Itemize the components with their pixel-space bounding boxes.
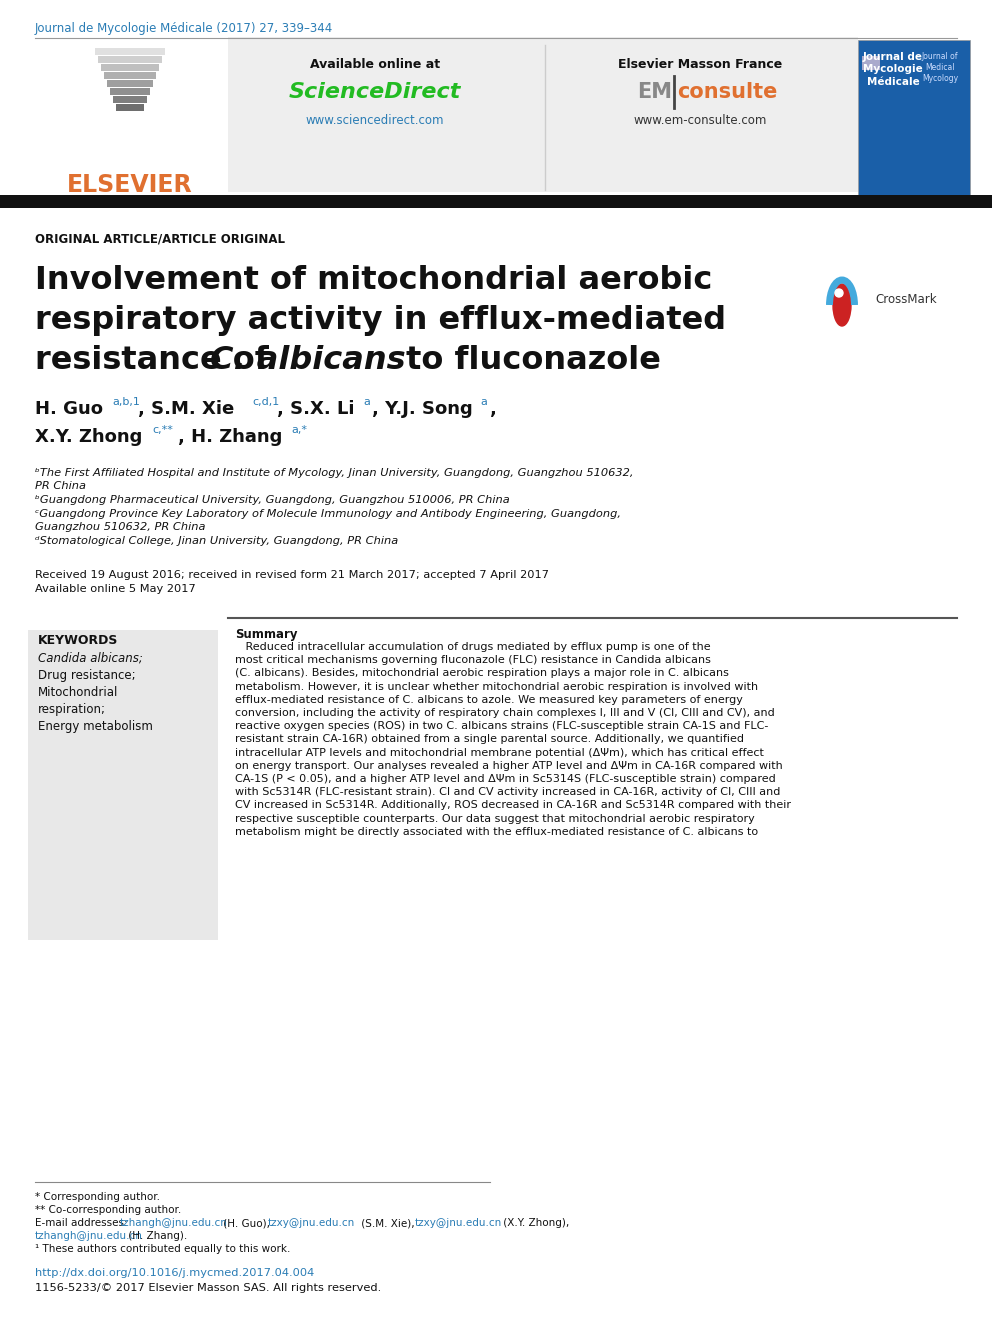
Text: 1156-5233/© 2017 Elsevier Masson SAS. All rights reserved.: 1156-5233/© 2017 Elsevier Masson SAS. Al… <box>35 1283 381 1293</box>
Text: ᵇGuangdong Pharmaceutical University, Guangdong, Guangzhou 510006, PR China: ᵇGuangdong Pharmaceutical University, Gu… <box>35 495 510 505</box>
Text: Energy metabolism: Energy metabolism <box>38 720 153 733</box>
Bar <box>28 630 218 941</box>
Text: respiratory activity in efflux-mediated: respiratory activity in efflux-mediated <box>35 306 726 336</box>
Text: * Corresponding author.: * Corresponding author. <box>35 1192 160 1203</box>
Text: Available online 5 May 2017: Available online 5 May 2017 <box>35 583 195 594</box>
Text: (S.M. Xie),: (S.M. Xie), <box>358 1218 418 1228</box>
Text: c,**: c,** <box>152 425 173 435</box>
Bar <box>95 48 165 56</box>
Text: tzxy@jnu.edu.cn: tzxy@jnu.edu.cn <box>415 1218 502 1228</box>
Text: , Y.J. Song: , Y.J. Song <box>372 400 473 418</box>
Text: metabolism. However, it is unclear whether mitochondrial aerobic respiration is : metabolism. However, it is unclear wheth… <box>235 681 758 692</box>
Ellipse shape <box>833 284 851 325</box>
Text: to fluconazole: to fluconazole <box>395 345 661 376</box>
Text: respiration;: respiration; <box>38 703 106 716</box>
Text: on energy transport. Our analyses revealed a higher ATP level and ΔΨm in CA-16R : on energy transport. Our analyses reveal… <box>235 761 783 771</box>
Text: most critical mechanisms governing fluconazole (FLC) resistance in Candida albic: most critical mechanisms governing fluco… <box>235 655 711 665</box>
Text: a: a <box>363 397 370 407</box>
Text: Candida albicans;: Candida albicans; <box>38 652 143 665</box>
Bar <box>228 37 858 192</box>
Text: http://dx.doi.org/10.1016/j.mycmed.2017.04.004: http://dx.doi.org/10.1016/j.mycmed.2017.… <box>35 1267 314 1278</box>
Text: ᶜGuangdong Province Key Laboratory of Molecule Immunology and Antibody Engineeri: ᶜGuangdong Province Key Laboratory of Mo… <box>35 509 621 519</box>
Text: a,*: a,* <box>291 425 307 435</box>
Text: (C. albicans). Besides, mitochondrial aerobic respiration plays a major role in : (C. albicans). Besides, mitochondrial ae… <box>235 668 729 679</box>
Text: E-mail addresses:: E-mail addresses: <box>35 1218 128 1228</box>
Text: , S.X. Li: , S.X. Li <box>277 400 354 418</box>
Text: , S.M. Xie: , S.M. Xie <box>138 400 234 418</box>
Text: H. Guo: H. Guo <box>35 400 103 418</box>
Text: a,b,1: a,b,1 <box>112 397 140 407</box>
Text: Mitochondrial: Mitochondrial <box>38 687 118 699</box>
Text: c,d,1: c,d,1 <box>252 397 280 407</box>
Text: resistant strain CA-16R) obtained from a single parental source. Additionally, w: resistant strain CA-16R) obtained from a… <box>235 734 744 745</box>
Text: KEYWORDS: KEYWORDS <box>38 634 118 647</box>
Text: metabolism might be directly associated with the efflux-mediated resistance of C: metabolism might be directly associated … <box>235 827 758 837</box>
Bar <box>858 40 970 194</box>
Text: www.sciencedirect.com: www.sciencedirect.com <box>306 114 444 127</box>
Circle shape <box>835 288 843 296</box>
Text: ScienceDirect: ScienceDirect <box>289 82 461 102</box>
Circle shape <box>818 278 872 332</box>
Bar <box>0 194 992 208</box>
Text: Journal de
Mycologie
Médicale: Journal de Mycologie Médicale <box>863 52 923 87</box>
Text: ELSEVIER: ELSEVIER <box>67 173 192 197</box>
Bar <box>113 97 147 103</box>
Bar <box>107 79 153 87</box>
Text: a: a <box>480 397 487 407</box>
Text: ¹ These authors contributed equally to this work.: ¹ These authors contributed equally to t… <box>35 1244 291 1254</box>
Text: resistance of: resistance of <box>35 345 280 376</box>
Text: tzhangh@jnu.edu.cn: tzhangh@jnu.edu.cn <box>120 1218 228 1228</box>
Bar <box>110 89 150 95</box>
Text: Journal of
Medical
Mycology: Journal of Medical Mycology <box>922 52 958 83</box>
Text: ORIGINAL ARTICLE/ARTICLE ORIGINAL: ORIGINAL ARTICLE/ARTICLE ORIGINAL <box>35 232 285 245</box>
Bar <box>116 105 144 111</box>
Text: ** Co-corresponding author.: ** Co-corresponding author. <box>35 1205 182 1215</box>
Text: Journal de Mycologie Médicale (2017) 27, 339–344: Journal de Mycologie Médicale (2017) 27,… <box>35 22 333 34</box>
Text: Received 19 August 2016; received in revised form 21 March 2017; accepted 7 Apri: Received 19 August 2016; received in rev… <box>35 570 549 579</box>
Text: (H. Zhang).: (H. Zhang). <box>125 1230 187 1241</box>
Text: tzxy@jnu.edu.cn: tzxy@jnu.edu.cn <box>268 1218 355 1228</box>
Text: respective susceptible counterparts. Our data suggest that mitochondrial aerobic: respective susceptible counterparts. Our… <box>235 814 755 824</box>
Bar <box>98 56 162 64</box>
Text: C. albicans: C. albicans <box>210 345 406 376</box>
Text: Reduced intracellular accumulation of drugs mediated by efflux pump is one of th: Reduced intracellular accumulation of dr… <box>235 642 710 652</box>
Text: consulte: consulte <box>677 82 778 102</box>
Text: with Sc5314R (FLC-resistant strain). CI and CV activity increased in CA-16R, act: with Sc5314R (FLC-resistant strain). CI … <box>235 787 781 798</box>
Text: (H. Guo),: (H. Guo), <box>220 1218 273 1228</box>
Text: PR China: PR China <box>35 482 86 491</box>
Text: 🌳: 🌳 <box>113 85 147 139</box>
Bar <box>101 64 159 71</box>
Text: www.em-consulte.com: www.em-consulte.com <box>633 114 767 127</box>
Text: Involvement of mitochondrial aerobic: Involvement of mitochondrial aerobic <box>35 265 712 296</box>
Text: efflux-mediated resistance of C. albicans to azole. We measured key parameters o: efflux-mediated resistance of C. albican… <box>235 695 743 705</box>
Text: conversion, including the activity of respiratory chain complexes I, III and V (: conversion, including the activity of re… <box>235 708 775 718</box>
Text: reactive oxygen species (ROS) in two C. albicans strains (FLC-susceptible strain: reactive oxygen species (ROS) in two C. … <box>235 721 769 732</box>
Text: CV increased in Sc5314R. Additionally, ROS decreased in CA-16R and Sc5314R compa: CV increased in Sc5314R. Additionally, R… <box>235 800 791 811</box>
Text: Summary: Summary <box>235 628 298 642</box>
Text: EM: EM <box>637 82 672 102</box>
Text: Drug resistance;: Drug resistance; <box>38 669 136 681</box>
Text: ,: , <box>490 400 497 418</box>
Text: (X.Y. Zhong),: (X.Y. Zhong), <box>500 1218 569 1228</box>
Text: Elsevier Masson France: Elsevier Masson France <box>618 58 782 71</box>
Bar <box>104 71 156 79</box>
Text: CA-1S (P < 0.05), and a higher ATP level and ΔΨm in Sc5314S (FLC-susceptible str: CA-1S (P < 0.05), and a higher ATP level… <box>235 774 776 785</box>
Bar <box>862 56 880 70</box>
Text: CrossMark: CrossMark <box>875 292 936 306</box>
Text: Available online at: Available online at <box>310 58 440 71</box>
Text: ᵇThe First Affiliated Hospital and Institute of Mycology, Jinan University, Guan: ᵇThe First Affiliated Hospital and Insti… <box>35 468 634 478</box>
Text: intracellular ATP levels and mitochondrial membrane potential (ΔΨm), which has c: intracellular ATP levels and mitochondri… <box>235 747 764 758</box>
Text: ᵈStomatological College, Jinan University, Guangdong, PR China: ᵈStomatological College, Jinan Universit… <box>35 536 398 546</box>
Text: tzhangh@jnu.edu.cn: tzhangh@jnu.edu.cn <box>35 1230 143 1241</box>
Text: X.Y. Zhong: X.Y. Zhong <box>35 429 143 446</box>
Text: , H. Zhang: , H. Zhang <box>178 429 283 446</box>
Text: Guangzhou 510632, PR China: Guangzhou 510632, PR China <box>35 523 205 532</box>
